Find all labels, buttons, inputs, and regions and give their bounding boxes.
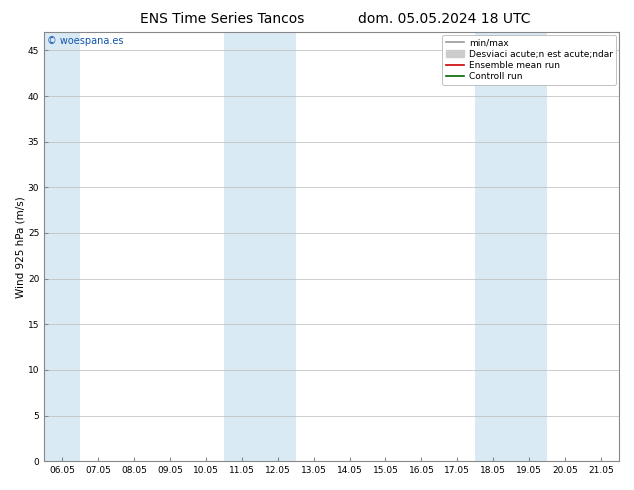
Text: © woespana.es: © woespana.es: [47, 36, 124, 47]
Bar: [476, 32, 547, 461]
Bar: [224, 32, 295, 461]
Text: dom. 05.05.2024 18 UTC: dom. 05.05.2024 18 UTC: [358, 12, 530, 26]
Y-axis label: Wind 925 hPa (m/s): Wind 925 hPa (m/s): [15, 196, 25, 297]
Text: ENS Time Series Tancos: ENS Time Series Tancos: [139, 12, 304, 26]
Bar: [44, 32, 80, 461]
Legend: min/max, Desviaci acute;n est acute;ndar, Ensemble mean run, Controll run: min/max, Desviaci acute;n est acute;ndar…: [443, 35, 616, 85]
